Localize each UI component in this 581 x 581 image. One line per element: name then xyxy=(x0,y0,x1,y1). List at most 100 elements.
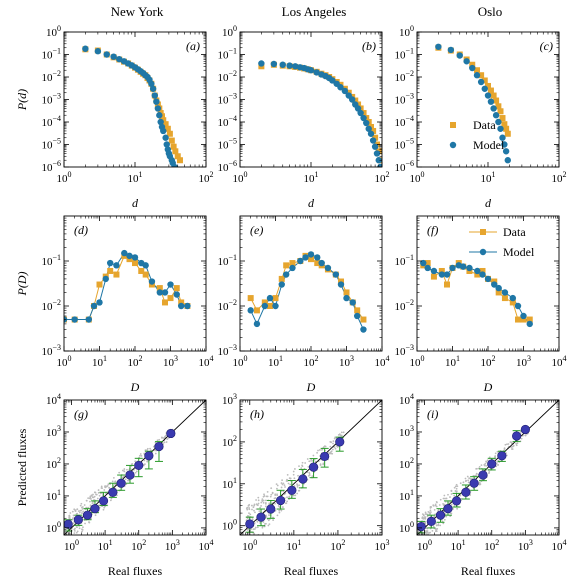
scatter-point xyxy=(273,497,276,500)
scatter-point xyxy=(262,501,265,504)
model-point xyxy=(466,264,473,272)
y-tick-label: 103 xyxy=(46,424,61,439)
scatter-point xyxy=(123,468,126,470)
data-point xyxy=(162,299,169,306)
scatter-point xyxy=(329,445,332,448)
model-point xyxy=(102,275,109,283)
model-point xyxy=(110,53,117,60)
data-point xyxy=(478,72,485,79)
marks xyxy=(64,400,206,540)
x-tick-label: 104 xyxy=(552,354,567,369)
scatter-point xyxy=(437,523,440,526)
scatter-point xyxy=(253,503,256,506)
model-point xyxy=(142,262,149,269)
scatter-point xyxy=(247,504,250,507)
legend: Data Model xyxy=(469,225,535,259)
panels: 100 101 10210−610−510−410−310−210−1100(a)d… xyxy=(15,24,567,578)
scatter-point xyxy=(333,446,336,448)
scatter-point xyxy=(251,518,254,521)
data-point xyxy=(172,148,179,155)
x-tick-label: 101 xyxy=(268,354,283,369)
scatter-point xyxy=(340,431,343,434)
y-tick-label: 10−2 xyxy=(217,298,237,313)
scatter-point xyxy=(280,509,283,512)
legend-model-label: Model xyxy=(473,138,505,152)
model-point xyxy=(278,281,285,288)
scatter-point xyxy=(426,515,429,518)
scatter-point xyxy=(248,508,251,511)
scatter-point xyxy=(73,529,76,532)
scatter-point xyxy=(76,512,79,515)
plot-frame xyxy=(239,31,383,168)
data-point xyxy=(444,281,451,288)
y-tick-label: 10−3 xyxy=(394,343,414,358)
x-tick-label: 100 xyxy=(64,538,79,553)
scatter-point xyxy=(449,501,451,503)
marks xyxy=(435,43,511,164)
model-point xyxy=(492,112,500,119)
scatter-point xyxy=(454,490,457,492)
scatter-point xyxy=(134,460,137,463)
scatter-point xyxy=(307,465,310,468)
scatter-point xyxy=(69,537,71,539)
scatter-point xyxy=(89,504,92,507)
scatter-point xyxy=(266,490,269,493)
x-tick-label: 103 xyxy=(163,354,178,369)
scatter-point xyxy=(425,529,427,532)
model-point xyxy=(484,275,492,283)
scatter-point xyxy=(265,522,267,525)
scatter-point xyxy=(71,537,73,539)
panel-a: 100 101 102 10−6 10−5 10−4 10−3 10−2 10−1 100 (a) d… xyxy=(15,24,214,210)
binned-mean-point xyxy=(90,504,100,514)
scatter-point xyxy=(163,441,166,444)
scatter-point xyxy=(135,470,138,473)
data-point xyxy=(493,97,500,104)
scatter-point xyxy=(520,437,523,440)
scatter-point xyxy=(439,498,442,501)
scatter-point xyxy=(453,504,456,507)
scatter-point xyxy=(249,513,252,516)
scatter-point xyxy=(81,530,83,533)
minor-ticks xyxy=(240,32,382,167)
scatter-point xyxy=(271,492,274,495)
panel-letter: (i) xyxy=(427,407,438,421)
scatter-point xyxy=(82,526,84,529)
scatter-point xyxy=(434,503,437,506)
scatter-point xyxy=(281,506,284,508)
model-point xyxy=(348,96,356,103)
x-tick-label: 100 xyxy=(410,354,425,369)
binned-mean-point xyxy=(469,478,479,488)
scatter-point xyxy=(450,512,453,515)
x-tick-label: 101 xyxy=(286,538,301,553)
model-point xyxy=(481,85,488,92)
scatter-point xyxy=(78,527,81,530)
scatter-point xyxy=(506,443,508,446)
y-tick-label: 10−6 xyxy=(394,159,414,174)
model-point xyxy=(90,302,98,310)
model-point xyxy=(349,299,356,306)
scatter-point xyxy=(248,512,250,515)
y-tick-label: 10−1 xyxy=(217,253,237,268)
scatter-point xyxy=(275,483,278,486)
scatter-point xyxy=(247,537,249,539)
scatter-point xyxy=(70,538,72,540)
data-point xyxy=(503,125,510,132)
x-tick-label: 100 xyxy=(233,170,248,185)
panel-letter: (f) xyxy=(427,223,438,237)
data-point xyxy=(314,260,321,267)
scatter-point xyxy=(87,497,90,500)
x-tick-label: 100 xyxy=(57,170,72,185)
scatter-point xyxy=(286,500,289,503)
model-point xyxy=(156,112,163,119)
model-point xyxy=(435,43,442,50)
model-point xyxy=(162,134,169,141)
scatter-point xyxy=(459,494,462,497)
scatter-point xyxy=(480,464,483,467)
model-point xyxy=(324,264,332,272)
model-point xyxy=(469,64,476,72)
x-tick-label: 102 xyxy=(330,538,345,553)
scatter-point xyxy=(519,431,522,433)
data-point xyxy=(164,125,171,132)
data-point xyxy=(170,143,177,150)
scatter-point xyxy=(450,503,453,506)
